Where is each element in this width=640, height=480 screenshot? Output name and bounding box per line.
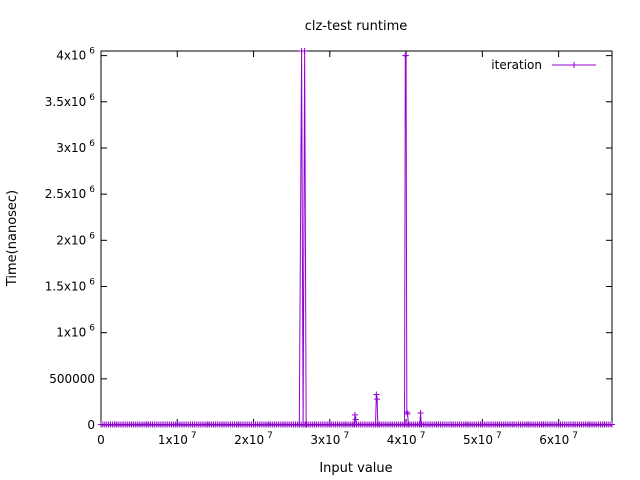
- chart-title: clz-test runtime: [305, 19, 408, 34]
- y-tick-label: 1x10 6: [56, 324, 95, 340]
- series-point-marker: [494, 421, 501, 428]
- series-point-marker: [143, 421, 150, 428]
- series-point-marker: [373, 391, 380, 398]
- series-point-marker: [250, 421, 257, 428]
- series-point-marker: [353, 421, 360, 428]
- x-tick-label: 6x10 7: [539, 431, 578, 447]
- y-tick-label: 0: [87, 418, 95, 432]
- x-axis-ticks: 0 1x10 7 2x10 7 3x10 7 4x10 7 5x10 7 6x10 7: [97, 51, 578, 447]
- series-layer: [98, 48, 615, 428]
- series-point-marker: [609, 421, 615, 428]
- series-point-marker: [204, 421, 211, 428]
- series-point-marker: [403, 52, 410, 59]
- x-tick-label: 4x10 7: [387, 431, 426, 447]
- y-tick-label: 3.5x10 6: [45, 93, 95, 109]
- series-point-marker: [555, 421, 562, 428]
- series-point-marker: [128, 421, 135, 428]
- series-point-marker: [351, 411, 358, 418]
- legend-marker: [571, 62, 577, 68]
- series-point-marker: [433, 421, 440, 428]
- series-point-marker: [311, 421, 318, 428]
- series-point-marker: [220, 421, 227, 428]
- series-point-marker: [464, 421, 471, 428]
- series-point-marker: [342, 421, 349, 428]
- series-point-marker: [374, 396, 381, 403]
- y-tick-label: 2.5x10 6: [45, 185, 95, 201]
- y-tick-label: 3x10 6: [56, 139, 95, 155]
- series-point-marker: [189, 421, 196, 428]
- series-point-marker: [509, 421, 516, 428]
- series-point-marker: [479, 421, 486, 428]
- x-tick-label: 1x10 7: [158, 431, 197, 447]
- series-point-marker: [235, 421, 242, 428]
- series-point-marker: [405, 421, 412, 428]
- series-point-marker: [404, 410, 411, 417]
- series-point-marker: [281, 421, 288, 428]
- series-point-marker: [352, 416, 359, 423]
- series-point-marker: [540, 421, 547, 428]
- series-point-marker: [301, 48, 308, 54]
- series-point-marker: [570, 421, 577, 428]
- y-tick-label: 2x10 6: [56, 231, 95, 247]
- y-axis-ticks: 0 500000 1x10 6 1.5x10 6 2x10 6 2.5x10 6 3x10 6 3.5x…: [45, 47, 612, 432]
- series-point-marker: [448, 421, 455, 428]
- series-point-marker: [374, 421, 381, 428]
- series-point-marker: [174, 421, 181, 428]
- y-axis-label: Time(nanosec): [5, 190, 20, 287]
- x-tick-label: 3x10 7: [310, 431, 349, 447]
- series-point-marker: [326, 421, 333, 428]
- series-line-iteration: [100, 50, 613, 425]
- y-tick-label: 4x10 6: [56, 47, 95, 63]
- series-point-marker: [265, 421, 272, 428]
- x-tick-label: 0: [97, 433, 105, 447]
- series-point-marker: [303, 421, 310, 428]
- x-axis-label: Input value: [319, 461, 392, 476]
- series-point-marker: [417, 409, 424, 416]
- x-tick-label: 2x10 7: [234, 431, 273, 447]
- legend-label: iteration: [491, 58, 542, 72]
- series-point-marker: [586, 421, 593, 428]
- legend: iteration: [491, 58, 596, 72]
- series-point-marker: [525, 421, 532, 428]
- x-tick-label: 5x10 7: [463, 431, 502, 447]
- series-point-marker: [601, 421, 608, 428]
- y-tick-label: 1.5x10 6: [45, 277, 95, 293]
- series-point-marker: [98, 421, 104, 428]
- y-tick-label: 500000: [49, 372, 95, 386]
- series-point-marker: [159, 421, 166, 428]
- plot-frame: [100, 50, 613, 426]
- series-point-marker: [418, 421, 425, 428]
- series-point-marker: [113, 421, 120, 428]
